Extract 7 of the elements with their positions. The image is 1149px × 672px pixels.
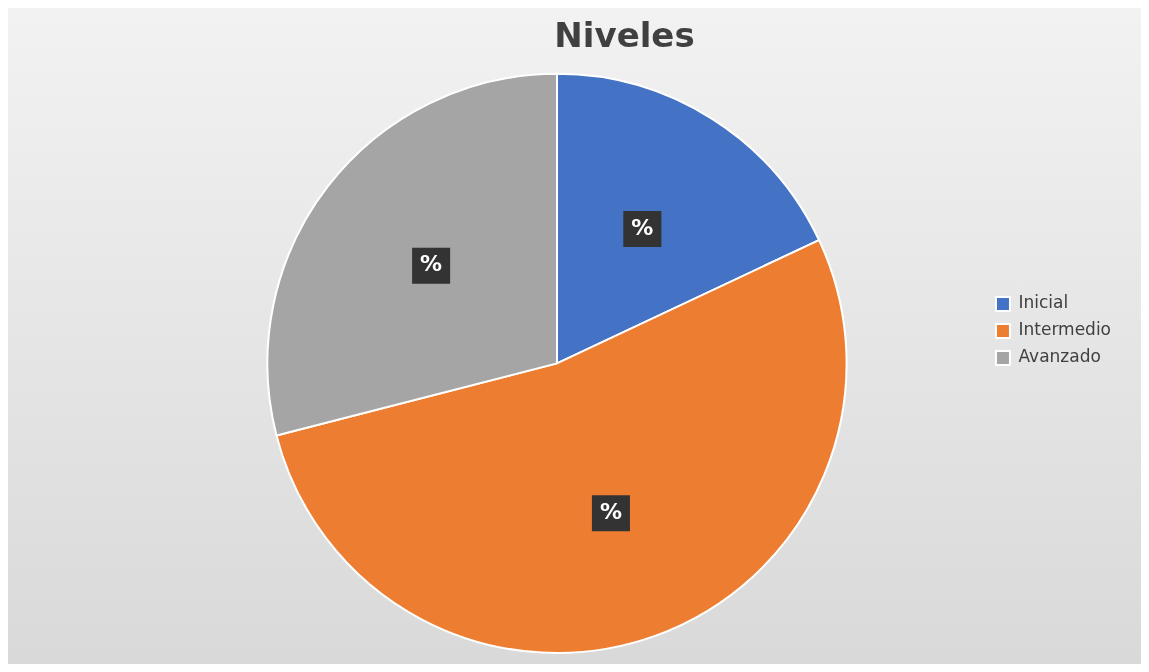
- data-label: %: [599, 498, 622, 524]
- data-label: %: [631, 214, 654, 240]
- legend-label: Avanzado: [1018, 346, 1101, 367]
- chart-title: Niveles: [554, 15, 695, 56]
- legend-label: Intermedio: [1018, 319, 1112, 340]
- legend-label: Inicial: [1018, 292, 1069, 313]
- data-label: %: [420, 251, 443, 277]
